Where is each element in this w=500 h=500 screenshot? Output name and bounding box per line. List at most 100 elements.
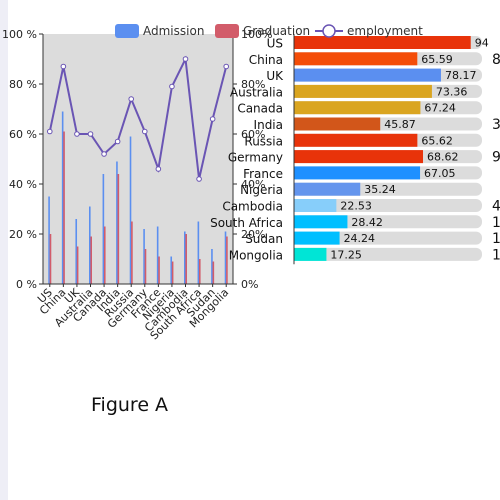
value-bar	[294, 166, 421, 180]
graduation-bar	[49, 234, 52, 284]
bar-value-label: 94	[475, 37, 489, 50]
legend-marker-employment	[322, 24, 336, 38]
bar-category-label: Sudan	[245, 232, 283, 246]
graduation-bar	[103, 226, 106, 284]
employment-point	[209, 116, 216, 122]
admission-bar	[102, 174, 105, 284]
right-tick-label: 80%	[241, 78, 265, 91]
left-tick-label: 60 %	[9, 128, 37, 141]
legend-label-employment: employment	[347, 24, 423, 38]
bar-category-label: Canada	[237, 102, 283, 116]
employment-point	[182, 56, 189, 62]
bar-value-label: 68.62	[427, 151, 459, 164]
bar-value-label: 17.25	[330, 248, 362, 261]
bar-value-label: 78.17	[445, 69, 477, 82]
employment-point	[114, 138, 121, 145]
admission-bar	[184, 231, 186, 284]
bar-value-label: 35.24	[364, 183, 396, 196]
value-bar	[294, 215, 348, 229]
side-value-label: 9	[492, 150, 500, 166]
employment-point	[141, 128, 148, 135]
bar-category-label: Nigeria	[240, 183, 283, 197]
legend-label-graduation: Graduation	[243, 24, 310, 38]
graduation-bar	[63, 131, 65, 284]
side-value-label: 1	[492, 215, 500, 231]
employment-point	[74, 131, 80, 137]
value-bar	[294, 52, 418, 66]
bar-category-label: Russia	[244, 134, 283, 148]
bar-value-label: 65.62	[421, 134, 453, 147]
employment-point	[60, 63, 67, 70]
right-tick-label: 0%	[241, 278, 258, 291]
admission-bar	[156, 226, 159, 284]
admission-bar	[89, 206, 91, 284]
graduation-bar	[117, 174, 120, 284]
graduation-bar	[90, 236, 92, 284]
left-tick-label: 100 %	[2, 28, 37, 41]
bar-category-label: South Africa	[210, 216, 283, 230]
left-tick-label: 20 %	[9, 228, 37, 241]
right-tick-label: 20%	[241, 228, 265, 241]
admission-bar	[129, 136, 132, 284]
bar-category-label: Germany	[228, 151, 283, 165]
bar-category-label: Australia	[230, 85, 283, 99]
legend-swatch-graduation	[215, 24, 239, 38]
bar-category-label: China	[249, 53, 283, 67]
side-value-label: 1	[492, 247, 500, 263]
legend-label-admission: Admission	[143, 24, 204, 38]
value-bar	[294, 199, 337, 212]
right-tick-label: 100%	[241, 28, 272, 41]
value-bar	[294, 182, 361, 196]
graduation-bar	[158, 256, 160, 284]
left-tick-label: 80 %	[9, 78, 37, 91]
graduation-bar	[76, 246, 79, 284]
admission-bar	[170, 256, 173, 284]
graduation-bar	[226, 236, 228, 284]
bar-value-label: 67.24	[424, 102, 456, 115]
side-value-label: 4	[492, 199, 500, 215]
graduation-bar	[144, 249, 147, 284]
bar-value-label: 45.87	[384, 118, 416, 131]
graduation-bar	[171, 261, 174, 284]
page-left-strip	[0, 0, 8, 500]
bar-track	[294, 231, 482, 245]
employment-point	[223, 63, 230, 70]
admission-bar	[197, 221, 200, 284]
bar-value-label: 28.42	[351, 216, 383, 229]
employment-point	[169, 83, 175, 90]
bar-track	[294, 247, 482, 261]
figure-caption: Figure A	[91, 394, 169, 416]
value-bar	[294, 247, 327, 261]
graduation-bar	[212, 261, 215, 284]
legend-swatch-admission	[115, 24, 139, 38]
graduation-bar	[131, 221, 133, 284]
bar-category-label: US	[267, 37, 283, 51]
bar-track	[294, 199, 482, 212]
bar-category-label: France	[243, 167, 283, 181]
admission-bar	[211, 249, 213, 284]
admission-bar	[48, 196, 50, 284]
value-bar	[294, 231, 340, 245]
bar-value-label: 24.24	[344, 232, 376, 245]
graduation-bar	[198, 259, 201, 284]
admission-bar	[143, 229, 145, 284]
value-bar	[294, 36, 471, 49]
value-bar	[294, 150, 424, 164]
bar-value-label: 22.53	[340, 200, 372, 213]
right-tick-label: 40%	[241, 178, 265, 191]
employment-point	[46, 128, 53, 135]
value-bar	[294, 68, 441, 82]
admission-bar	[224, 231, 227, 284]
side-value-label: 8	[492, 52, 500, 68]
side-value-label: 3	[492, 117, 500, 133]
admission-bar	[75, 219, 78, 284]
employment-point	[128, 96, 135, 102]
right-tick-label: 60%	[241, 128, 265, 141]
bar-value-label: 67.05	[424, 167, 456, 180]
employment-point	[155, 166, 162, 172]
employment-point	[196, 176, 202, 182]
plot-area-background	[43, 34, 233, 284]
value-bar	[294, 133, 418, 147]
